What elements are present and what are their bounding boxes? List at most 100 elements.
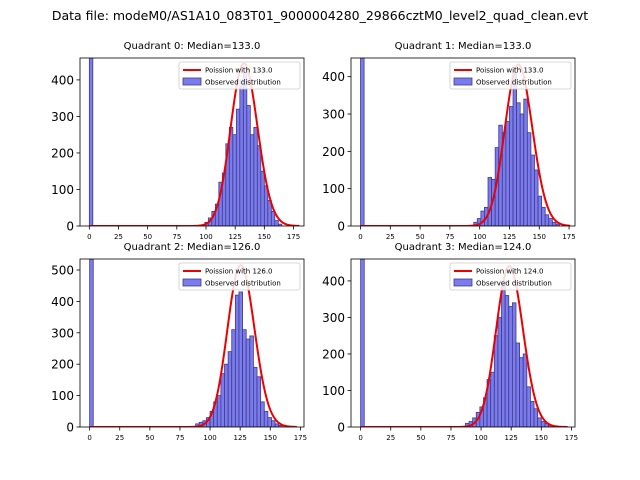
x-tick-label: 25 bbox=[386, 434, 395, 442]
chart-panel-2: Quadrant 2: Median=126.0 0 25 50 75 100 125 150… bbox=[51, 242, 307, 442]
histogram-bar bbox=[216, 395, 222, 427]
histogram-bar bbox=[512, 72, 518, 226]
x-tick-label: 150 bbox=[258, 233, 271, 241]
histogram-bar bbox=[534, 169, 539, 226]
legend: Poission with 133.0 Observed distribution bbox=[178, 61, 301, 90]
y-tick-label: 400 bbox=[322, 70, 345, 84]
histogram-bar bbox=[220, 373, 225, 427]
legend: Poission with 124.0 Observed distribution bbox=[449, 262, 572, 291]
y-tick-label: 400 bbox=[51, 73, 74, 87]
legend-box bbox=[449, 61, 572, 90]
histogram-bar bbox=[227, 351, 233, 427]
histogram-bar bbox=[253, 126, 258, 226]
x-tick-label: 100 bbox=[203, 434, 216, 442]
histogram-bar bbox=[519, 113, 525, 226]
histogram-bar bbox=[498, 124, 503, 226]
legend: Poission with 133.0 Observed distribution bbox=[449, 61, 572, 90]
x-tick-label: 100 bbox=[199, 233, 212, 241]
y-tick-label: 0 bbox=[66, 220, 74, 234]
x-tick-label: 75 bbox=[172, 233, 181, 241]
histogram-bar bbox=[89, 259, 94, 427]
legend-label-bars: Observed distribution bbox=[476, 79, 552, 87]
y-tick-label: 300 bbox=[322, 108, 345, 122]
histogram-bar bbox=[548, 218, 553, 226]
histogram-bar bbox=[267, 417, 272, 427]
legend-bar-swatch bbox=[453, 278, 473, 287]
chart-title: Quadrant 0: Median=133.0 bbox=[124, 41, 261, 52]
histogram-bar bbox=[224, 363, 229, 427]
histogram-bar bbox=[277, 223, 283, 226]
histogram-bar bbox=[533, 408, 539, 427]
y-tick-label: 0 bbox=[66, 421, 74, 435]
legend-bar-swatch bbox=[453, 77, 473, 86]
x-tick-label: 175 bbox=[294, 434, 307, 442]
chart-panel-1: Quadrant 1: Median=133.0 0 25 50 75 100 125 150… bbox=[322, 41, 576, 241]
y-tick-label: 100 bbox=[322, 384, 345, 398]
legend-bar-swatch bbox=[182, 77, 202, 86]
histogram-bar bbox=[360, 259, 365, 427]
histogram-bar bbox=[256, 145, 262, 226]
x-tick-label: 125 bbox=[503, 233, 516, 241]
histogram-bar bbox=[239, 79, 244, 226]
histogram-bar bbox=[519, 357, 524, 427]
histogram-bar bbox=[88, 58, 94, 226]
x-tick-label: 100 bbox=[474, 434, 487, 442]
histogram-bar bbox=[270, 210, 276, 226]
x-tick-label: 50 bbox=[416, 233, 425, 241]
legend-box bbox=[449, 262, 572, 291]
y-tick-label: 200 bbox=[51, 358, 74, 372]
histogram-bar bbox=[235, 108, 241, 226]
chart-title: Quadrant 2: Median=126.0 bbox=[124, 242, 261, 253]
x-tick-label: 150 bbox=[535, 434, 548, 442]
histogram-bar bbox=[360, 58, 365, 226]
histogram-bar bbox=[228, 126, 234, 226]
axes-frame bbox=[350, 57, 576, 227]
y-tick-label: 400 bbox=[322, 274, 345, 288]
histogram-bar bbox=[526, 132, 532, 226]
histogram-bar bbox=[490, 371, 495, 427]
x-tick-label: 0 bbox=[87, 233, 91, 241]
chart-title: Quadrant 3: Median=124.0 bbox=[395, 242, 532, 253]
x-tick-label: 0 bbox=[87, 434, 91, 442]
histogram-bar bbox=[274, 220, 279, 226]
y-tick-label: 300 bbox=[51, 326, 74, 340]
histogram-bar bbox=[232, 134, 237, 226]
histogram-bar bbox=[231, 329, 236, 427]
histogram-bar bbox=[271, 420, 276, 427]
histogram-bar bbox=[537, 195, 543, 226]
x-tick-label: 0 bbox=[358, 233, 362, 241]
histogram-bar bbox=[501, 280, 506, 427]
chart-title: Quadrant 1: Median=133.0 bbox=[395, 41, 532, 52]
histogram-bar bbox=[511, 302, 517, 427]
x-tick-label: 150 bbox=[264, 434, 277, 442]
x-tick-label: 75 bbox=[445, 233, 454, 241]
histogram-bar bbox=[487, 177, 492, 226]
y-tick-label: 100 bbox=[51, 183, 74, 197]
legend-label-bars: Observed distribution bbox=[205, 280, 281, 288]
histogram-bar bbox=[274, 423, 280, 427]
histogram-bar bbox=[515, 342, 521, 427]
histogram-bar bbox=[551, 221, 557, 226]
histogram-bar bbox=[540, 421, 546, 427]
histogram-bar bbox=[505, 121, 510, 226]
histogram-bar bbox=[260, 401, 265, 427]
x-tick-label: 75 bbox=[446, 434, 455, 442]
x-tick-label: 175 bbox=[287, 233, 300, 241]
legend-label-curve: Poission with 124.0 bbox=[476, 268, 544, 276]
histogram-bar bbox=[522, 353, 528, 427]
legend-label-curve: Poission with 133.0 bbox=[476, 67, 544, 75]
plot-area bbox=[88, 58, 300, 226]
legend-label-curve: Poission with 133.0 bbox=[205, 67, 273, 75]
histogram-bar bbox=[541, 206, 546, 226]
histogram-bar bbox=[245, 338, 251, 427]
figure-title: Data file: modeM0/AS1A10_083T01_90000042… bbox=[52, 8, 588, 23]
histogram-bar bbox=[260, 170, 265, 226]
histogram-bar bbox=[530, 154, 535, 226]
y-tick-label: 200 bbox=[51, 146, 74, 160]
x-tick-label: 25 bbox=[115, 434, 124, 442]
x-tick-label: 125 bbox=[504, 434, 517, 442]
legend: Poission with 126.0 Observed distribution bbox=[178, 262, 301, 291]
histogram-bar bbox=[238, 291, 243, 427]
x-tick-label: 25 bbox=[114, 233, 123, 241]
